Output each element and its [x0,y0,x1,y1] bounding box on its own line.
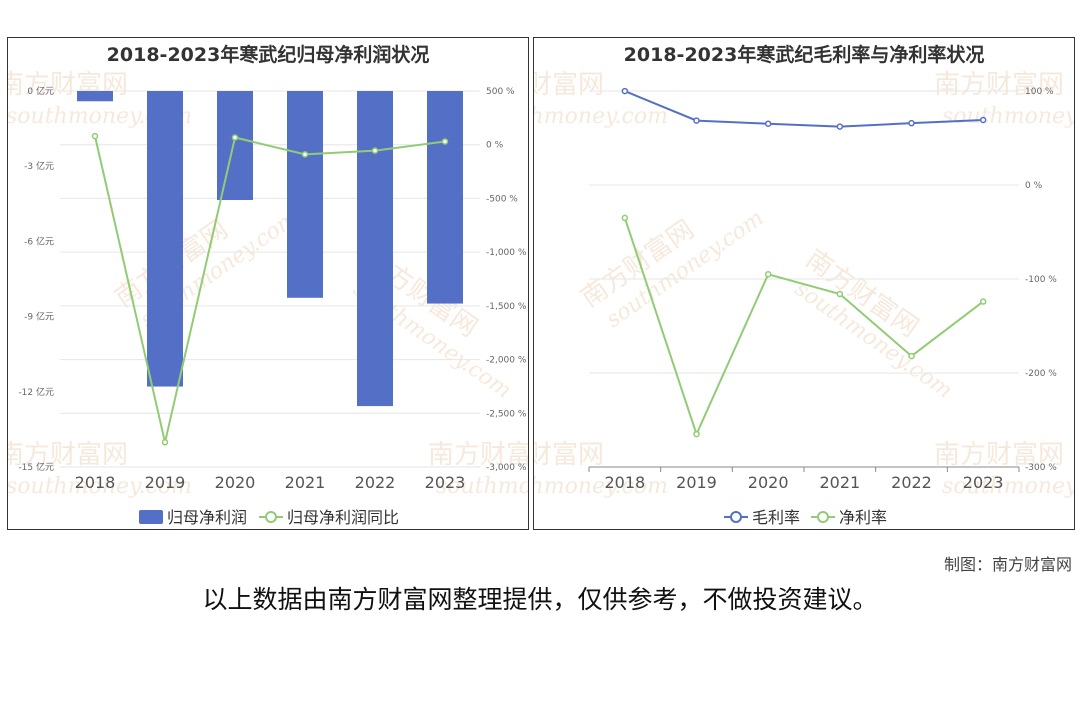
y-right-tick-label: 100 % [1025,87,1054,97]
y-right-tick-label: -1,000 % [486,248,527,258]
line-net-margin [623,217,984,437]
watermark: 南方财富网 southmoney.com [534,440,668,499]
watermark: 南方财富网 southmoney.com [8,440,192,499]
watermark-en: southmoney.com [534,474,668,499]
y-right-tick-label: 500 % [486,87,515,97]
y-right-tick-label: 0 % [1025,181,1043,191]
x-tick-label: 2021 [819,473,860,492]
watermark: 南方财富网 southmoney.com [428,440,529,499]
x-tick-label: 2020 [748,473,789,492]
watermark-cn: 南方财富网 [8,440,128,470]
watermark-en: southmoney.com [436,474,529,499]
x-tick-label: 2021 [285,473,326,492]
point-net-2023 [979,298,987,305]
bar-2022 [357,91,393,407]
line-yoy-growth [94,135,446,443]
point-yoy-2021 [301,151,309,158]
chart-title-margins: 2018-2023年寒武纪毛利率与净利率状况 [623,44,985,66]
watermark-cn: 南方财富网 [934,440,1064,470]
line-gross-margin [624,90,984,128]
legend-line-label: 归母净利润同比 [287,508,399,527]
point-net-2019 [693,430,700,438]
point-gross-2021 [836,123,844,130]
watermark: 南方财富网 southmoney.com [934,440,1075,499]
watermark-en: southmoney.com [534,104,668,129]
x-tick-label: 2022 [891,473,932,492]
y-left-tick-label: -3 亿元 [24,160,54,172]
legend-label: 净利率 [839,508,887,527]
y-right-tick-label: -2,500 % [486,409,527,419]
chart-panel-margins: 南方财富网 southmoney.com 南方财富网 southmoney.com 南方… [533,37,1075,530]
disclaimer-text: 以上数据由南方财富网整理提供，仅供参考，不做投资建议。 [202,585,878,614]
y-right-tick-label: 0 % [486,141,504,151]
legend-bar-swatch [139,510,163,524]
legend-bar-label: 归母净利润 [167,508,247,527]
y-right-tick-label: -3,000 % [486,463,527,473]
net-profit-chart: 南方财富网southmoney.com南方财富网southmoney.com南方… [8,70,529,527]
x-tick-label: 2023 [425,473,466,492]
y-right-tick-label: -200 % [1025,369,1057,379]
point-gross-2022 [908,119,915,127]
watermark-cn: 南方财富网 [428,440,529,470]
point-yoy-2022 [371,147,379,154]
point-gross-2020 [764,120,772,127]
y-left-tick-label: -12 亿元 [18,386,54,398]
point-gross-2019 [693,117,700,124]
chart-title-net-profit: 2018-2023年寒武纪归母净利润状况 [106,44,430,66]
y-left-tick-label: 0 亿元 [27,85,54,97]
bar-2019 [147,91,183,387]
chart-panel-net-profit: 南方财富网southmoney.com南方财富网southmoney.com南方… [7,37,529,530]
bar-2018 [77,91,113,102]
watermark-cn: 南方财富网 [934,70,1064,100]
x-tick-label: 2023 [963,473,1004,492]
watermark-cn: 南方财富网 [534,440,604,470]
point-net-2021 [836,290,844,298]
watermark-cn: 南方财富网 [534,70,604,100]
y-right-tick-label: -1,500 % [486,302,527,312]
point-net-2018 [621,214,629,222]
point-yoy-2019 [161,439,169,446]
x-tick-label: 2018 [75,473,116,492]
y-left-tick-label: -9 亿元 [24,311,54,323]
bar-2023 [427,91,463,304]
margin-chart: 南方财富网 southmoney.com 南方财富网 southmoney.com 南方… [534,70,1075,527]
legend-marker [730,511,742,523]
x-tick-label: 2018 [604,473,645,492]
y-right-tick-label: -500 % [486,194,518,204]
watermark-en: southmoney.com [942,104,1075,129]
x-tick-label: 2019 [676,473,717,492]
bar-2020 [217,91,253,201]
x-tick-label: 2022 [355,473,396,492]
legend-label: 毛利率 [752,508,800,527]
watermark: 南方财富网 southmoney.com [534,70,668,129]
x-tick-label: 2020 [215,473,256,492]
point-gross-2018 [621,87,629,95]
legend-marker [817,511,829,523]
watermark-en: southmoney.com [8,474,192,499]
y-left-tick-label: -15 亿元 [18,461,54,473]
chart-credit: 制图：南方财富网 [943,555,1072,574]
point-yoy-2018 [91,132,99,140]
y-right-tick-label: -300 % [1025,463,1057,473]
watermark-en: southmoney.com [942,474,1075,499]
watermark: 南方财富网 southmoney.com [934,70,1075,129]
point-net-2020 [764,271,772,278]
legend-line-marker [265,511,277,523]
y-right-tick-label: -2,000 % [486,356,527,366]
y-left-tick-label: -6 亿元 [24,235,54,247]
point-yoy-2023 [441,138,449,145]
point-gross-2023 [979,116,987,124]
point-net-2022 [908,352,915,360]
bar-2021 [287,91,323,298]
y-right-tick-label: -100 % [1025,275,1057,285]
x-tick-label: 2019 [145,473,186,492]
point-yoy-2020 [231,134,239,141]
